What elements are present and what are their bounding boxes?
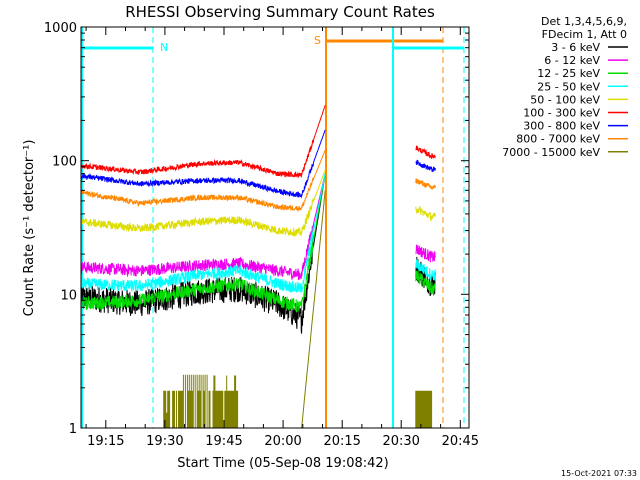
series-line-4-a bbox=[80, 169, 326, 238]
legend-label-3: 25 - 50 keV bbox=[537, 80, 600, 93]
legend-label-7: 800 - 7000 keV bbox=[516, 133, 600, 146]
series-line-1-b bbox=[415, 244, 436, 263]
legend-label-4: 50 - 100 keV bbox=[530, 93, 600, 106]
series-2 bbox=[80, 173, 436, 313]
legend-label-5: 100 - 300 keV bbox=[523, 107, 600, 120]
legend-label-1: 6 - 12 keV bbox=[544, 54, 600, 67]
series-5 bbox=[80, 105, 436, 179]
chart-title: RHESSI Observing Summary Count Rates bbox=[125, 3, 435, 21]
series-line-3-a bbox=[80, 173, 326, 293]
x-tick-label: 20:30 bbox=[382, 434, 419, 449]
series-line-4-b bbox=[415, 205, 436, 223]
x-tick-label: 19:45 bbox=[205, 434, 242, 449]
series-line-5-b bbox=[415, 145, 436, 159]
series-line-6-b bbox=[415, 159, 436, 173]
series-1 bbox=[80, 173, 436, 281]
legend-label-2: 12 - 25 keV bbox=[537, 67, 600, 80]
series-6 bbox=[80, 129, 436, 199]
x-axis-label: Start Time (05-Sep-08 19:08:42) bbox=[177, 456, 388, 471]
legend: Det 1,3,4,5,6,9,FDecim 1, Att 03 - 6 keV… bbox=[502, 15, 628, 159]
y-tick-label: 100 bbox=[52, 155, 77, 170]
x-tick-label: 20:00 bbox=[264, 434, 301, 449]
y-axis: 1 10 100 1000 bbox=[44, 21, 469, 437]
x-axis: 19:15 19:30 19:45 20:00 20:15 20:30 20:45 bbox=[85, 27, 479, 449]
legend-label-6: 300 - 800 keV bbox=[523, 120, 600, 133]
series-3 bbox=[80, 173, 436, 293]
series-line-6-a bbox=[80, 129, 326, 199]
x-tick-label: 20:45 bbox=[442, 434, 479, 449]
y-axis-label: Count Rate (s⁻¹ detector⁻¹) bbox=[22, 140, 37, 317]
legend-header-0: Det 1,3,4,5,6,9, bbox=[541, 15, 627, 28]
x-tick-label: 19:30 bbox=[146, 434, 183, 449]
x-tick-label: 19:15 bbox=[87, 434, 124, 449]
legend-header-1: FDecim 1, Att 0 bbox=[542, 28, 627, 41]
plot-marks: NS bbox=[80, 27, 465, 429]
series-line-3-b bbox=[415, 258, 436, 281]
series-line-2-b bbox=[415, 270, 436, 295]
series-line-8-noise bbox=[163, 374, 239, 428]
series-line-5-a bbox=[80, 105, 326, 179]
series-line-8-late bbox=[415, 390, 433, 428]
plot-frame bbox=[80, 26, 470, 429]
series-line-8-rise bbox=[301, 190, 326, 429]
night-label: N bbox=[160, 41, 168, 54]
series-line-7-b bbox=[415, 178, 436, 191]
series-4 bbox=[80, 169, 436, 238]
series-line-2-a bbox=[80, 173, 326, 313]
y-tick-label: 1000 bbox=[44, 21, 77, 36]
series-line-1-a bbox=[80, 173, 326, 281]
legend-label-0: 3 - 6 keV bbox=[551, 41, 600, 54]
y-tick-label: 1 bbox=[69, 422, 77, 437]
saa-label: S bbox=[314, 34, 321, 47]
y-tick-label: 10 bbox=[60, 288, 77, 303]
legend-label-8: 7000 - 15000 keV bbox=[502, 146, 600, 159]
series-7 bbox=[80, 149, 436, 212]
footer-date: 15-Oct-2021 07:33 bbox=[561, 469, 637, 478]
series-8 bbox=[163, 190, 433, 429]
x-tick-label: 20:15 bbox=[323, 434, 360, 449]
series-line-7-a bbox=[80, 149, 326, 212]
